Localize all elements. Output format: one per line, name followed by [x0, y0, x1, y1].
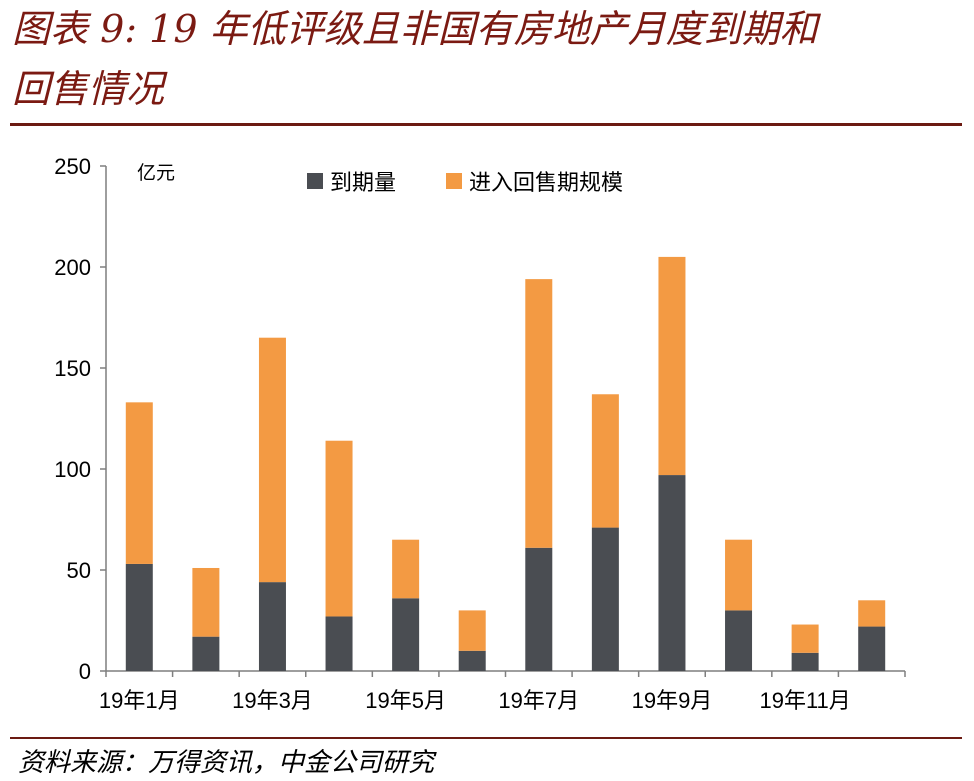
bar-put — [591, 394, 619, 528]
bar-maturity — [325, 616, 353, 671]
bar-put — [525, 279, 553, 548]
bar-maturity — [525, 547, 553, 671]
bar-put — [725, 539, 753, 611]
legend: 到期量 进入回售期规模 — [307, 171, 623, 196]
bar-put — [325, 440, 353, 617]
x-tick-label: 19年11月 — [759, 688, 850, 713]
x-tick-label: 19年9月 — [632, 688, 713, 713]
chart-title-line-2: 回售情况 — [12, 67, 165, 111]
legend-swatch-put — [446, 173, 462, 189]
bar-maturity — [458, 650, 486, 671]
bar-maturity — [392, 598, 420, 671]
y-tick-label: 50 — [67, 558, 91, 583]
bar-maturity — [858, 626, 886, 671]
source-note: 资料来源：万得资讯，中金公司研究 — [18, 748, 435, 778]
chart-title-line-1: 图表 9: 19 年低评级且非国有房地产月度到期和 — [12, 7, 818, 51]
bar-put — [392, 539, 420, 599]
bar-maturity — [125, 563, 153, 671]
x-tick-label: 19年3月 — [232, 688, 313, 713]
x-tick-label: 19年1月 — [99, 688, 180, 713]
y-axis: 0 50 100 150 200 250 — [54, 154, 107, 684]
bar-put — [458, 610, 486, 651]
bar-put — [791, 624, 819, 653]
legend-label-maturity: 到期量 — [330, 171, 396, 196]
bar-maturity — [658, 475, 686, 671]
bar-maturity — [192, 636, 220, 671]
y-tick-label: 0 — [79, 659, 91, 684]
bar-maturity — [791, 652, 819, 671]
title-divider — [10, 123, 962, 126]
x-tick-label: 19年5月 — [365, 688, 446, 713]
bar-maturity — [591, 527, 619, 671]
source-divider — [10, 737, 962, 739]
legend-swatch-maturity — [307, 173, 323, 189]
bar-put — [858, 600, 886, 627]
x-tick-label: 19年7月 — [498, 688, 579, 713]
x-axis: 19年1月 19年3月 19年5月 19年7月 19年9月 19年11月 — [99, 670, 906, 713]
y-tick-label: 250 — [54, 154, 91, 179]
bar-put — [658, 256, 686, 476]
unit-label: 亿元 — [137, 162, 175, 184]
y-tick-label: 150 — [54, 356, 91, 381]
y-tick-label: 100 — [54, 457, 91, 482]
bar-maturity — [725, 610, 753, 671]
bar-maturity — [258, 582, 286, 671]
legend-label-put: 进入回售期规模 — [469, 171, 623, 196]
bar-put — [192, 567, 220, 637]
bar-put — [258, 337, 286, 583]
y-tick-label: 200 — [54, 255, 91, 280]
bars-group — [125, 256, 886, 671]
bar-put — [125, 402, 153, 564]
stacked-bar-chart: 0 50 100 150 200 250 19年1月 19年3月 19年5月 19年7月 19年9… — [54, 154, 906, 713]
